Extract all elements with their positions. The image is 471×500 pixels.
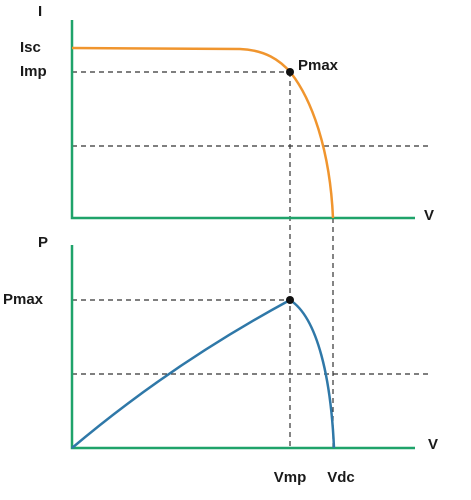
y-axis-label: P [38,234,48,251]
imp-label: Imp [20,63,47,80]
pmax-point [286,296,294,304]
x-axis-label: V [424,207,434,224]
vdc-label: Vdc [327,469,355,486]
y-axis-label: I [38,3,42,20]
pmax-label: Pmax [298,57,339,74]
pv-curve [71,298,336,449]
iv-axes [70,20,415,220]
pmax-label: Pmax [3,291,44,308]
isc-label: Isc [20,39,41,56]
vmp-label: Vmp [274,469,307,486]
pmax-point [286,68,294,76]
x-axis-label: V [428,436,438,453]
pv-axes [70,245,415,450]
iv-curve [71,46,335,219]
